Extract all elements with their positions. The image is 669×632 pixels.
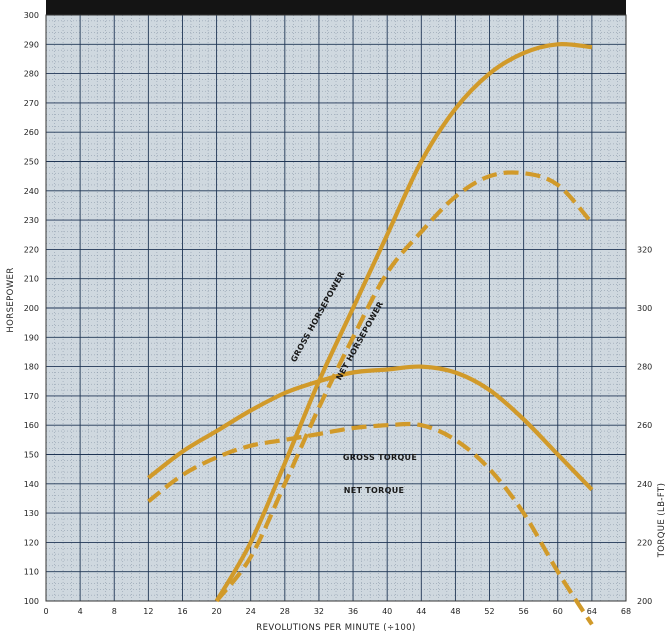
y-tick-label: 290 — [24, 40, 39, 49]
y-tick-label: 110 — [24, 568, 39, 577]
x-tick-label: 56 — [519, 607, 529, 616]
x-tick-label: 32 — [314, 607, 324, 616]
ticks: 0 4 8 12 16 20 24 28 32 36 40 44 48 52 56 60 64 681001101… — [24, 11, 653, 616]
y-tick-label: 250 — [24, 158, 39, 167]
y-tick-label: 100 — [24, 597, 39, 606]
x-axis-title: REVOLUTIONS PER MINUTE (÷100) — [256, 623, 415, 632]
y-tick-label: 170 — [24, 392, 39, 401]
x-tick-label: 20 — [211, 607, 221, 616]
y2-tick-label: 240 — [637, 480, 652, 489]
y-tick-label: 280 — [24, 70, 39, 79]
x-tick-label: 40 — [382, 607, 392, 616]
y-tick-label: 300 — [24, 11, 39, 20]
y2-tick-label: 280 — [637, 363, 652, 372]
y-tick-label: 140 — [24, 480, 39, 489]
x-tick-label: 68 — [621, 607, 631, 616]
y-tick-label: 160 — [24, 421, 39, 430]
y2-tick-label: 220 — [637, 538, 652, 547]
y-tick-label: 150 — [24, 451, 39, 460]
x-tick-label: 60 — [553, 607, 563, 616]
series-line-0 — [214, 42, 593, 603]
y-tick-label: 130 — [24, 509, 39, 518]
series-line-1 — [214, 170, 594, 603]
y2-tick-label: 320 — [637, 245, 652, 254]
series-line-2 — [147, 364, 594, 492]
top-band — [46, 0, 626, 15]
curve-label-net-torque: NET TORQUE — [344, 486, 405, 495]
curve-label-gross-torque: GROSS TORQUE — [343, 453, 417, 462]
plot-frame — [45, 14, 627, 602]
y-tick-label: 240 — [24, 187, 39, 196]
x-tick-label: 8 — [112, 607, 117, 616]
curves — [147, 42, 594, 626]
x-tick-label: 48 — [450, 607, 460, 616]
y-tick-label: 230 — [24, 216, 39, 225]
y-tick-label: 120 — [24, 538, 39, 547]
y-tick-label: 260 — [24, 128, 39, 137]
x-tick-label: 64 — [587, 607, 597, 616]
series-line-3 — [147, 421, 594, 626]
x-tick-label: 52 — [484, 607, 494, 616]
x-tick-label: 28 — [280, 607, 290, 616]
x-tick-label: 16 — [177, 607, 187, 616]
y-tick-label: 190 — [24, 333, 39, 342]
y-tick-label: 210 — [24, 275, 39, 284]
y-tick-label: 180 — [24, 363, 39, 372]
y2-tick-label: 300 — [637, 304, 652, 313]
x-tick-label: 4 — [78, 607, 83, 616]
x-tick-label: 0 — [43, 607, 48, 616]
x-tick-label: 36 — [348, 607, 358, 616]
x-tick-label: 24 — [246, 607, 256, 616]
y2-tick-label: 260 — [637, 421, 652, 430]
x-tick-label: 12 — [143, 607, 153, 616]
y-tick-label: 200 — [24, 304, 39, 313]
y-tick-label: 220 — [24, 245, 39, 254]
y2-axis-title: TORQUE (LB-FT) — [657, 483, 667, 559]
grid — [45, 14, 627, 602]
y-axis-title: HORSEPOWER — [6, 267, 16, 332]
x-tick-label: 44 — [416, 607, 426, 616]
y2-tick-label: 200 — [637, 597, 652, 606]
y-tick-label: 270 — [24, 99, 39, 108]
